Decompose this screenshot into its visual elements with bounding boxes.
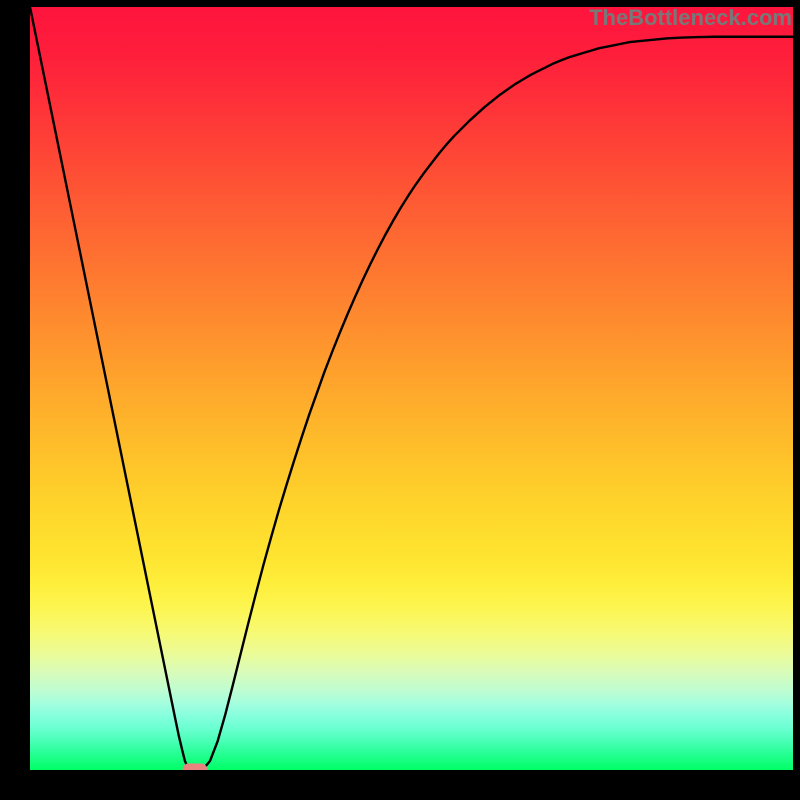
chart-background-gradient bbox=[30, 7, 793, 770]
watermark-text: TheBottleneck.com bbox=[589, 5, 792, 30]
bottleneck-chart: TheBottleneck.com bbox=[0, 0, 800, 800]
